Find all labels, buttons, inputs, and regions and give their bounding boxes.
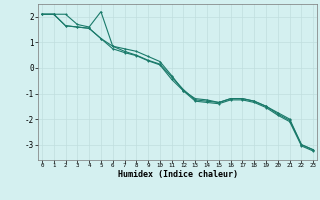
- X-axis label: Humidex (Indice chaleur): Humidex (Indice chaleur): [118, 170, 238, 179]
